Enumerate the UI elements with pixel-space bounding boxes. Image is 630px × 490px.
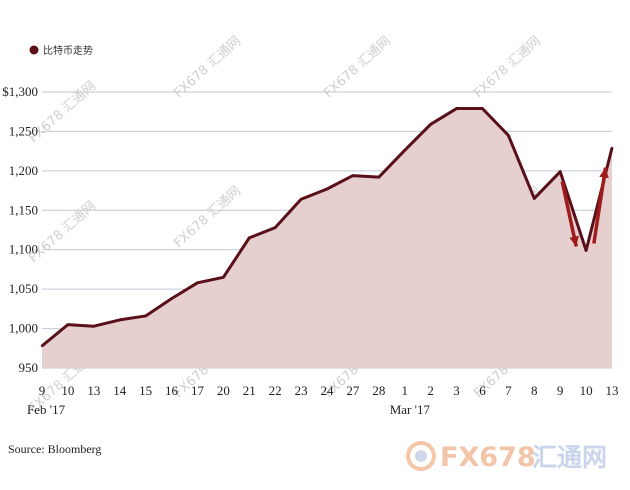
data-point bbox=[351, 174, 355, 177]
data-point bbox=[222, 276, 225, 279]
x-tick-label: 7 bbox=[505, 383, 512, 398]
x-tick-label: 14 bbox=[113, 383, 127, 398]
source-note: Source: Bloomberg bbox=[8, 442, 101, 456]
x-tick-label: 17 bbox=[191, 383, 205, 398]
y-tick-label: 1,250 bbox=[9, 123, 38, 138]
y-tick-label: 1,200 bbox=[9, 163, 38, 178]
data-point bbox=[455, 107, 458, 110]
x-tick-label: 9 bbox=[557, 383, 564, 398]
data-point bbox=[610, 146, 614, 150]
y-axis-ticks: $1,300 1,250 1,200 1,150 1,100 1,050 1,000 950 bbox=[2, 84, 38, 375]
arrow-head bbox=[599, 167, 609, 179]
data-point bbox=[403, 149, 406, 152]
x-tick-label: 23 bbox=[295, 383, 308, 398]
x-tick-label: 6 bbox=[479, 383, 486, 398]
arrow-shaft bbox=[560, 181, 578, 247]
x-tick-label: 10 bbox=[61, 383, 74, 398]
data-point bbox=[273, 226, 277, 229]
legend: 比特币走势 bbox=[29, 44, 93, 57]
x-tick-label: 10 bbox=[580, 383, 593, 398]
data-point bbox=[40, 344, 44, 348]
data-point bbox=[507, 134, 510, 137]
data-point bbox=[325, 187, 329, 191]
y-tick-label: 1,050 bbox=[9, 281, 38, 296]
x-tick-label: 22 bbox=[269, 383, 282, 398]
x-tick-label: 27 bbox=[346, 383, 360, 398]
brand-logo-icon bbox=[406, 441, 436, 471]
y-tick-label: 1,000 bbox=[9, 321, 38, 336]
y-tick-label: $1,300 bbox=[2, 84, 38, 99]
x-tick-label: 9 bbox=[39, 383, 46, 398]
x-month-label: Feb '17 bbox=[27, 402, 66, 417]
data-point bbox=[118, 318, 121, 322]
annotation-arrows bbox=[560, 167, 609, 247]
x-tick-label: 13 bbox=[606, 383, 619, 398]
data-point bbox=[429, 123, 432, 126]
y-tick-label: 950 bbox=[19, 360, 39, 375]
x-tick-label: 20 bbox=[217, 383, 230, 398]
legend-text: 比特币走势 bbox=[43, 44, 93, 57]
data-point bbox=[558, 170, 562, 173]
y-tick-label: 1,100 bbox=[9, 242, 38, 257]
x-tick-label: 15 bbox=[139, 383, 152, 398]
x-tick-label: 16 bbox=[165, 383, 179, 398]
x-month-label: Mar '17 bbox=[390, 402, 431, 417]
brand-cn-text: 汇通网 bbox=[532, 443, 607, 472]
y-tick-label: 1,150 bbox=[9, 202, 38, 217]
data-point bbox=[377, 175, 381, 179]
brand-text: FX678 bbox=[440, 442, 536, 473]
x-tick-label: 1 bbox=[401, 383, 408, 398]
watermark-text: FX678 汇通网 bbox=[471, 34, 544, 102]
data-point bbox=[299, 198, 303, 201]
data-point bbox=[196, 281, 199, 285]
area-layer bbox=[40, 107, 614, 368]
arrow-shaft bbox=[592, 167, 608, 244]
x-tick-label: 13 bbox=[87, 383, 100, 398]
x-tick-label: 28 bbox=[372, 383, 385, 398]
legend-swatch bbox=[29, 45, 39, 55]
x-tick-label: 3 bbox=[453, 383, 460, 398]
arrow-head bbox=[569, 235, 579, 247]
brand-logo-center-icon bbox=[415, 450, 427, 462]
x-tick-label: 21 bbox=[243, 383, 256, 398]
data-point bbox=[584, 249, 588, 252]
watermark-text: FX678 汇通网 bbox=[321, 34, 394, 102]
data-point bbox=[481, 107, 484, 110]
series-area bbox=[42, 108, 612, 368]
data-point bbox=[66, 323, 70, 326]
x-tick-label: 8 bbox=[531, 383, 538, 398]
x-tick-label: 24 bbox=[321, 383, 335, 398]
watermark-text: FX678 汇通网 bbox=[171, 184, 244, 252]
data-point bbox=[533, 197, 536, 200]
data-point bbox=[144, 314, 147, 318]
x-tick-label: 2 bbox=[427, 383, 434, 398]
data-point bbox=[92, 325, 96, 328]
data-point bbox=[248, 236, 251, 240]
watermark-text: FX678 汇通网 bbox=[171, 34, 244, 102]
data-point bbox=[170, 297, 173, 300]
x-axis-ticks: 9 10 13 14 15 16 17 20 21 22 23 24 27 28 1 2 3 6 7 8 9 10 13Fe… bbox=[27, 383, 619, 417]
